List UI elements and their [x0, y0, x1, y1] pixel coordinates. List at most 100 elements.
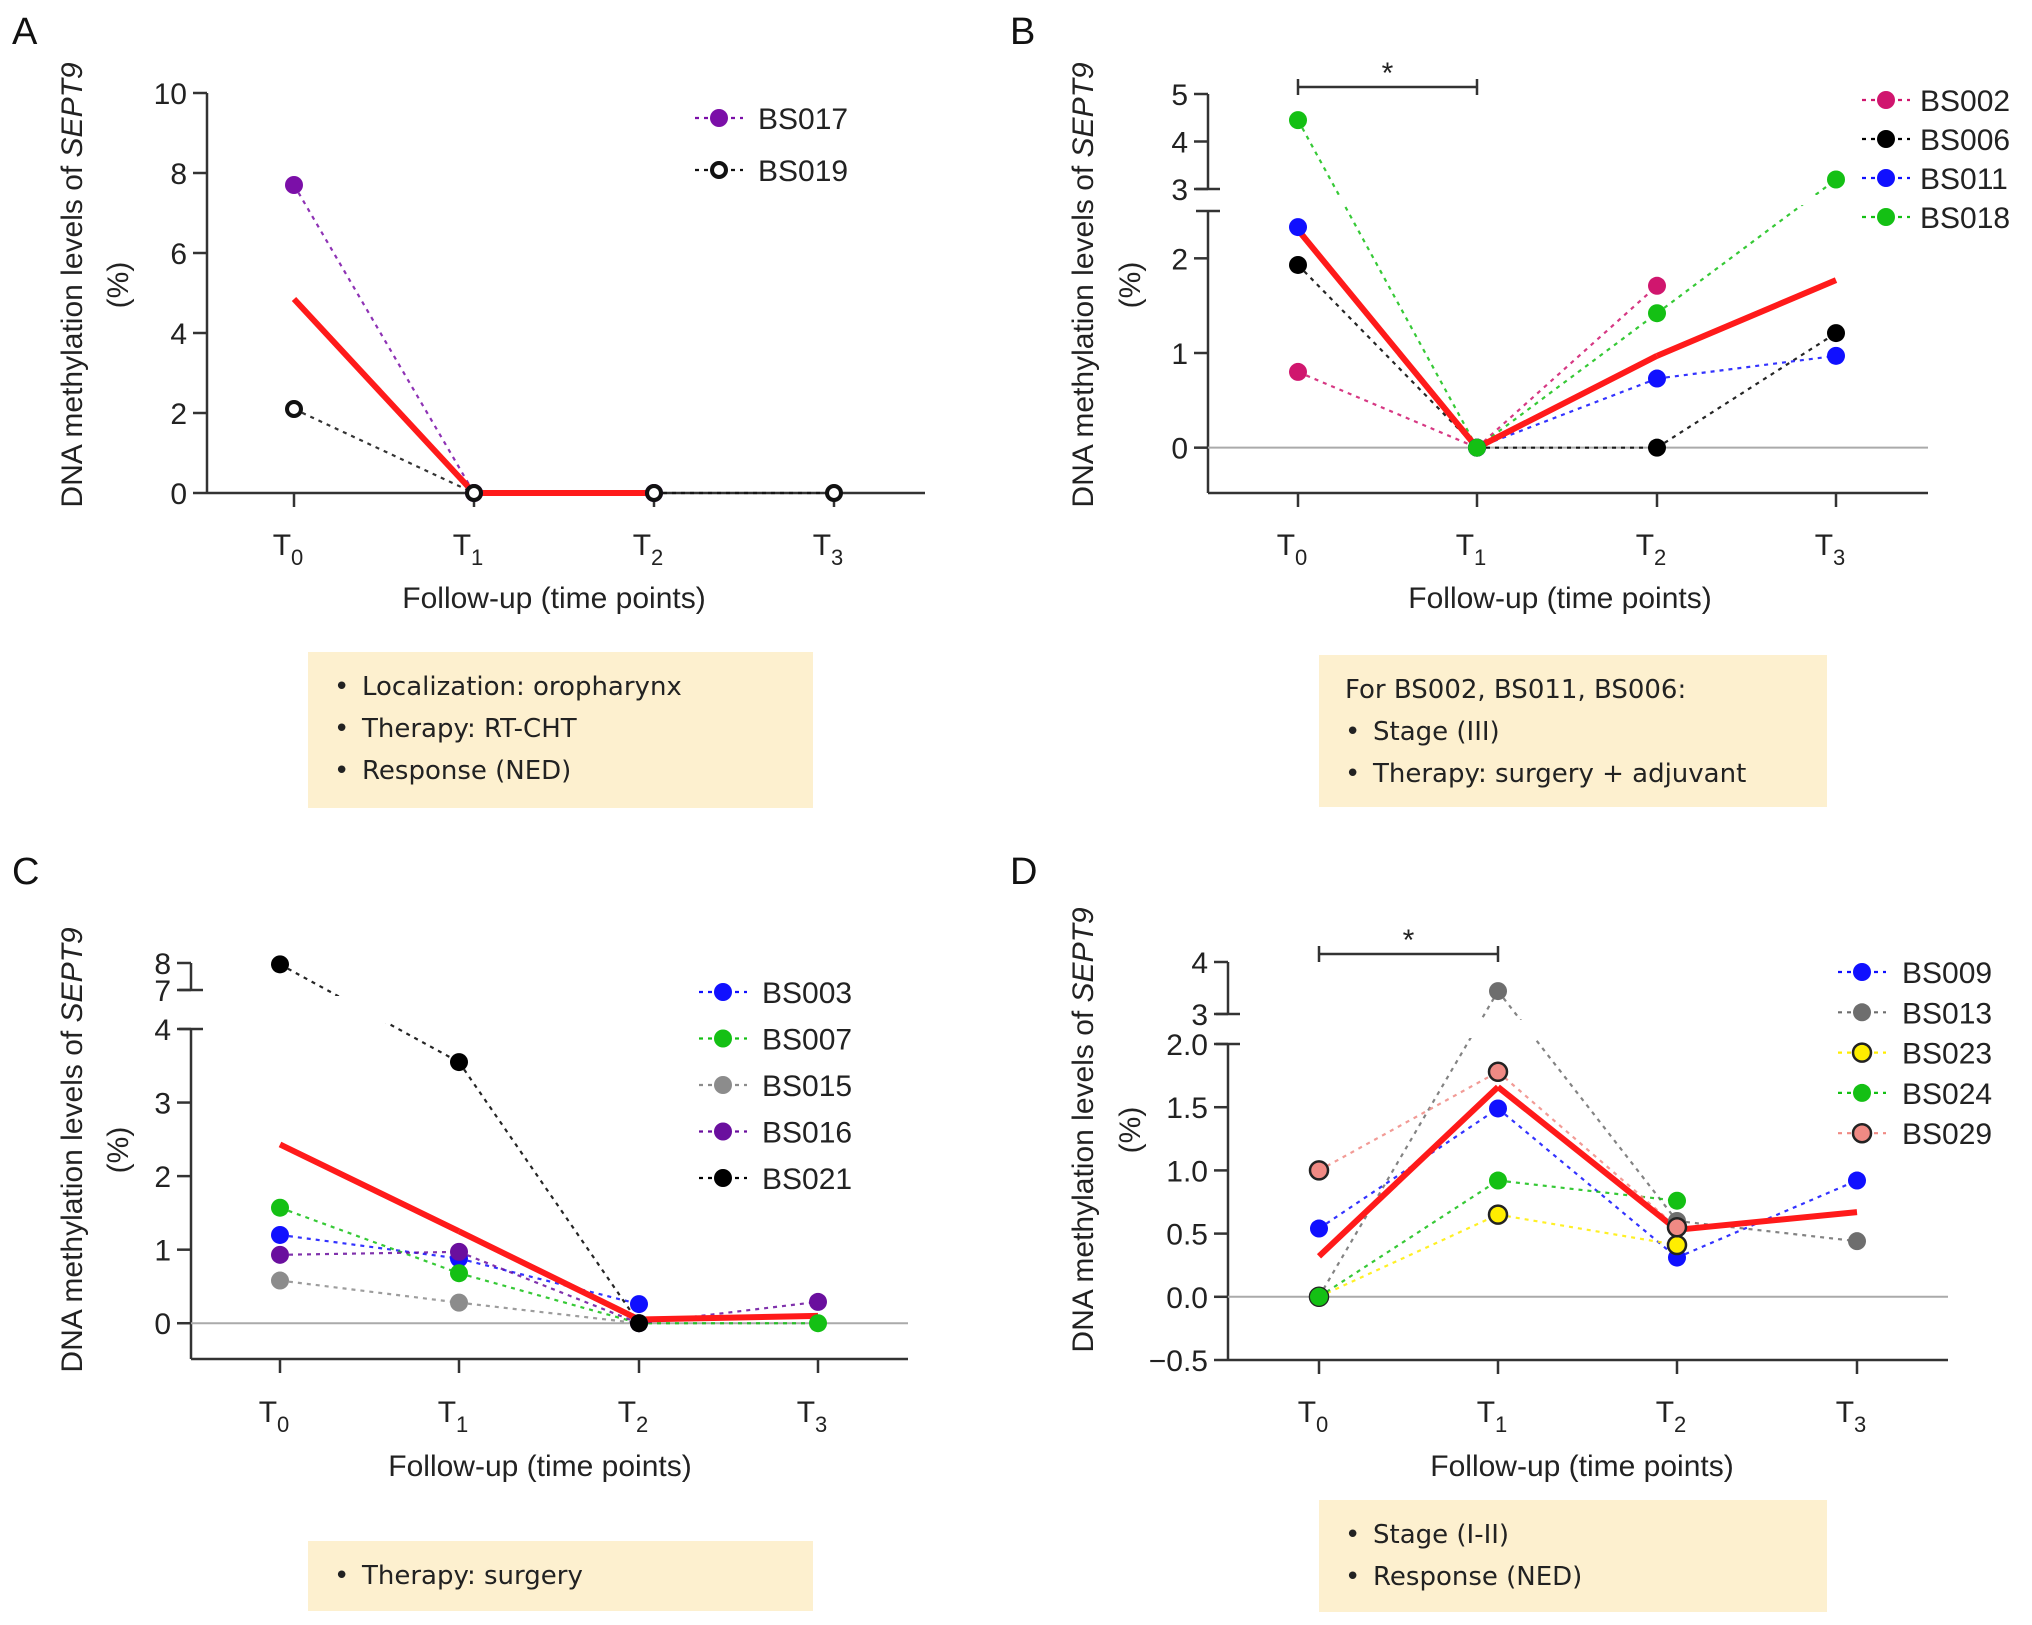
- series-line-bs011: [1476, 377, 1658, 449]
- series-line-bs018: [1297, 119, 1478, 449]
- legend-label: BS009: [1902, 957, 1992, 990]
- series-line-bs011: [1656, 354, 1837, 380]
- y-tick-label: 8: [154, 948, 171, 981]
- annotation-item: Stage (III): [1345, 711, 1801, 753]
- x-tick-label: T0: [273, 529, 304, 570]
- data-point-bs009: [1489, 1099, 1507, 1118]
- legend-label: BS013: [1902, 997, 1992, 1030]
- y-tick-label: 0: [1171, 433, 1188, 466]
- legend-marker: [714, 1029, 732, 1048]
- series-line-bs009: [1497, 1107, 1678, 1259]
- series-line-bs019: [293, 408, 475, 494]
- data-point-bs021: [271, 955, 289, 974]
- annotation-list-a: Localization: oropharynx Therapy: RT-CHT…: [334, 666, 787, 792]
- axis-break-gap: [1212, 195, 1928, 205]
- panel-a: A 0 2 4 6 8 10 T0 T1 T2 T3 Follow-up (time points)…: [12, 11, 925, 615]
- data-point-bs018: [1289, 111, 1307, 130]
- series-line-bs024: [1497, 1179, 1678, 1202]
- legend-marker: [1853, 1003, 1871, 1022]
- panel-letter-c: C: [12, 851, 39, 893]
- legend-marker: [710, 161, 728, 179]
- panel-letter-b: B: [1010, 11, 1035, 53]
- y-tick-label: 6: [170, 238, 187, 271]
- y-tick-label: 1: [1171, 338, 1188, 371]
- x-tick-label: T1: [438, 1396, 469, 1437]
- panel-b: B 0 1 2 3 4 5 T0 T1 T2 T3 Follow-up (time points) D…: [1010, 11, 2010, 615]
- legend-label: BS011: [1920, 163, 2008, 196]
- y-tick-label: 8: [170, 158, 187, 191]
- data-point-bs018: [1648, 304, 1666, 323]
- data-point-bs024: [1668, 1191, 1686, 1210]
- data-point-bs019: [825, 484, 843, 502]
- annotation-list-d: Stage (I-II) Response (NED): [1345, 1514, 1801, 1598]
- data-point-bs013: [1848, 1232, 1866, 1251]
- data-point-bs016: [450, 1242, 468, 1261]
- legend-label: BS018: [1920, 202, 2010, 235]
- annotation-item: Therapy: surgery: [334, 1555, 787, 1597]
- legend-label: BS017: [758, 103, 848, 136]
- legend-label: BS015: [762, 1070, 852, 1103]
- legend-marker: [714, 1169, 732, 1187]
- series-line-bs002: [1476, 284, 1658, 449]
- series-line-bs018: [1476, 312, 1658, 449]
- series-line-bs002: [1297, 370, 1478, 449]
- annotation-item: Therapy: RT-CHT: [334, 708, 787, 750]
- legend-marker: [1877, 208, 1895, 226]
- annotation-item: Stage (I-II): [1345, 1514, 1801, 1556]
- y-axis-unit: (%): [1114, 1107, 1147, 1154]
- data-point-bs021: [450, 1053, 468, 1072]
- y-tick-label: 4: [1171, 127, 1188, 160]
- annotation-list-c: Therapy: surgery: [334, 1555, 787, 1597]
- mean-line-segment: [1655, 277, 1838, 359]
- series-line-bs023: [1318, 1213, 1499, 1298]
- x-tick-label: T0: [1298, 1396, 1329, 1437]
- legend-marker: [1853, 963, 1871, 981]
- x-tick-label: T2: [1636, 529, 1667, 570]
- legend-label: BS023: [1902, 1038, 1992, 1071]
- data-point-bs009: [1848, 1171, 1866, 1190]
- data-point-bs029: [1308, 1160, 1330, 1181]
- legend-marker: [1877, 91, 1895, 109]
- series-line-bs015: [279, 1279, 460, 1304]
- panel-letter-a: A: [12, 11, 38, 53]
- legend-marker: [1851, 1122, 1873, 1144]
- legend-label: BS003: [762, 977, 852, 1010]
- y-tick-label: 1: [154, 1235, 171, 1268]
- annotation-item: Response (NED): [1345, 1556, 1801, 1598]
- y-tick-label: 10: [154, 78, 187, 111]
- x-tick-label: T1: [453, 529, 484, 570]
- data-point-bs006: [1648, 438, 1666, 457]
- series-line-bs007: [458, 1272, 640, 1325]
- x-tick-label: T2: [618, 1396, 649, 1437]
- legend-label: BS007: [762, 1024, 852, 1057]
- y-tick-label: 0.0: [1166, 1282, 1208, 1315]
- x-tick-label: T1: [1456, 529, 1487, 570]
- mean-line-segment: [1295, 228, 1480, 450]
- series-line-bs024: [1318, 1179, 1499, 1298]
- mean-line-segment: [278, 1141, 461, 1234]
- data-point-bs006: [1289, 255, 1307, 274]
- mean-line-segment: [291, 296, 477, 496]
- series-line-bs006: [1297, 264, 1478, 449]
- x-tick-label: T3: [813, 529, 844, 570]
- x-tick-label: T3: [1836, 1396, 1867, 1437]
- legend-marker: [1877, 169, 1895, 187]
- y-axis-title: DNA methylation levels of SEPT9: [56, 62, 89, 508]
- legend-marker: [714, 983, 732, 1001]
- y-tick-label: 7: [154, 975, 171, 1008]
- data-point-bs011: [1648, 369, 1666, 388]
- data-point-bs029: [1666, 1217, 1688, 1238]
- y-tick-label: 2: [1171, 243, 1188, 276]
- y-axis-title: DNA methylation levels of SEPT9: [56, 927, 89, 1373]
- annotation-box-c: Therapy: surgery: [308, 1541, 813, 1611]
- y-tick-label: 3: [1171, 174, 1188, 207]
- annotation-item: Localization: oropharynx: [334, 666, 787, 708]
- y-tick-label: 0: [154, 1308, 171, 1341]
- y-axis-unit: (%): [102, 1127, 135, 1174]
- annotation-item: Response (NED): [334, 750, 787, 792]
- y-tick-label: 0: [170, 478, 187, 511]
- data-point-bs003: [630, 1295, 648, 1314]
- mean-line-segment: [1475, 353, 1659, 451]
- panel-letter-d: D: [1010, 851, 1037, 893]
